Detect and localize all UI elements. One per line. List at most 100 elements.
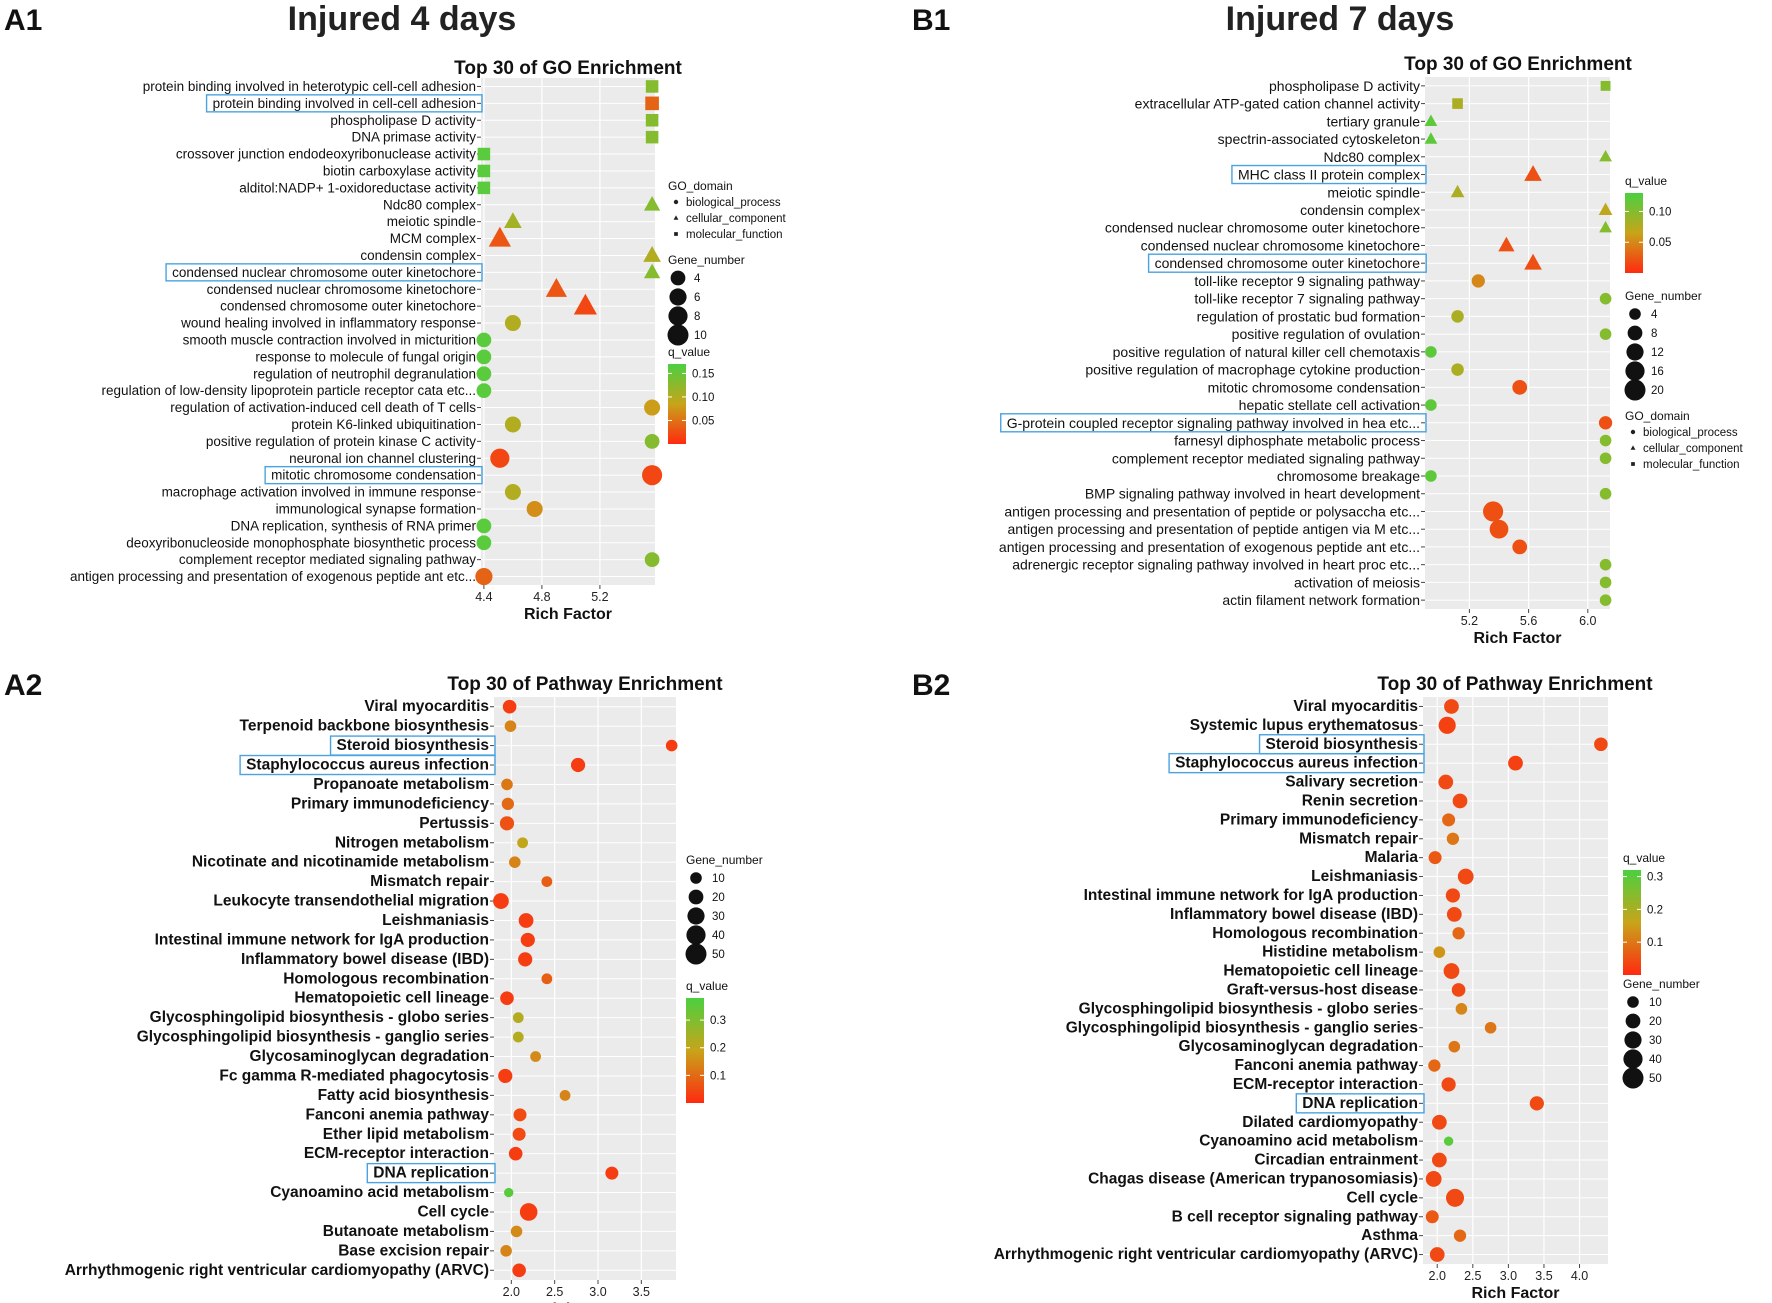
term-label: Base excision repair <box>338 1242 489 1259</box>
data-point-phospholipase-d-activity <box>1600 80 1611 91</box>
data-point-cell-cycle <box>519 1203 538 1221</box>
term-label: regulation of activation-induced cell de… <box>170 400 476 415</box>
term-label: MCM complex <box>390 231 477 246</box>
data-point-cyanoamino-acid-metabolism <box>504 1187 514 1198</box>
term-label: Ndc80 complex <box>383 197 476 212</box>
data-point-intestinal-immune-network-for-iga-production <box>520 932 535 948</box>
term-label: Inflammatory bowel disease (IBD) <box>1170 906 1418 923</box>
legend-biological_process-marker <box>1630 429 1636 435</box>
data-point-positive-regulation-of-natural-killer-cell-chemotaxis <box>1425 346 1437 358</box>
chart-title: Top 30 of Pathway Enrichment <box>447 674 723 695</box>
legend-size-marker <box>1625 1013 1641 1029</box>
chart-a2-pathway-enrichment: Top 30 of Pathway Enrichment 2.0 2.5 3.0 3.5… <box>65 674 763 1303</box>
legend-size-marker <box>1625 361 1645 381</box>
data-point-immunological-synapse-formation <box>526 500 543 517</box>
legend-color-label: 0.2 <box>710 1043 726 1055</box>
term-label: toll-like receptor 9 signaling pathway <box>1194 273 1420 289</box>
term-label: Asthma <box>1361 1227 1418 1244</box>
legend-size-label: 20 <box>1649 1016 1662 1028</box>
legend-title-size: Gene_number <box>686 853 763 867</box>
data-point-toll-like-receptor-7-signaling-pathway <box>1599 292 1612 305</box>
term-label: Dilated cardiomyopathy <box>1242 1114 1418 1131</box>
term-label: Renin secretion <box>1302 792 1418 809</box>
legend-color-label: 0.15 <box>692 368 714 380</box>
data-point-b-cell-receptor-signaling-pathway <box>1425 1210 1439 1224</box>
term-label: Leukocyte transendothelial migration <box>213 893 489 910</box>
term-label: protein K6-linked ubiquitination <box>291 417 476 432</box>
term-label: Graft-versus-host disease <box>1227 981 1419 998</box>
data-point-adrenergic-receptor-signaling-pathway-involved-in-heart-proc <box>1599 558 1612 571</box>
data-point-chromosome-breakage <box>1425 470 1437 482</box>
term-label: Arrhythmogenic right ventricular cardiom… <box>65 1262 489 1279</box>
term-label: ECM-receptor interaction <box>304 1145 489 1162</box>
data-point-condensed-nuclear-chromosome-outer-kinetochore <box>643 263 661 279</box>
term-label: phospholipase D activity <box>330 113 476 128</box>
term-label: ECM-receptor interaction <box>1233 1076 1418 1093</box>
term-label: Staphylococcus aureus infection <box>246 757 489 774</box>
term-label: Glycosphingolipid biosynthesis - ganglio… <box>1066 1019 1418 1036</box>
legend-size-label: 4 <box>1651 309 1658 321</box>
x-tick-label: 2.0 <box>503 1285 520 1299</box>
term-label: Systemic lupus erythematosus <box>1190 717 1418 734</box>
term-label: protein binding involved in cell-cell ad… <box>213 96 476 111</box>
x-tick-label: 2.0 <box>1429 1269 1446 1283</box>
data-point-cell-cycle <box>1446 1188 1465 1207</box>
legend-color-label: 0.3 <box>1647 872 1663 884</box>
data-point-mitotic-chromosome-condensation <box>642 465 663 486</box>
term-label: Salivary secretion <box>1285 774 1418 791</box>
term-label: chromosome breakage <box>1277 468 1420 484</box>
term-label: Cyanoamino acid metabolism <box>1199 1133 1418 1150</box>
data-point-renin-secretion <box>1452 793 1468 809</box>
data-point-deoxyribonucleoside-monophosphate-biosynthetic-process <box>476 535 492 551</box>
term-label: Cell cycle <box>417 1203 489 1220</box>
data-point-alditol-nadp-1-oxidoreductase-activity <box>477 181 491 195</box>
x-tick-label: 3.5 <box>1535 1269 1552 1283</box>
data-point-mcm-complex <box>488 226 511 247</box>
term-label: regulation of neutrophil degranulation <box>253 366 476 381</box>
legend-size-marker <box>1624 379 1646 401</box>
term-label: positive regulation of natural killer ce… <box>1113 344 1420 360</box>
data-point-condensed-chromosome-outer-kinetochore <box>1524 253 1542 270</box>
plot-panel <box>494 697 676 1280</box>
data-point-butanoate-metabolism <box>510 1225 523 1238</box>
legend-title-size: Gene_number <box>668 253 745 267</box>
term-label: Circadian entrainment <box>1254 1152 1418 1169</box>
legend-size-label: 20 <box>712 892 725 904</box>
legend-size-label: 10 <box>712 873 725 885</box>
data-point-fatty-acid-biosynthesis <box>559 1089 571 1101</box>
legend-size-marker <box>1622 1067 1644 1089</box>
data-point-leishmaniasis <box>1457 868 1474 885</box>
data-point-phospholipase-d-activity <box>645 113 659 127</box>
highlight-box <box>1295 1093 1425 1114</box>
data-point-fanconi-anemia-pathway <box>1428 1059 1441 1072</box>
data-point-arrhythmogenic-right-ventricular-cardiomyopathy-arvc <box>1429 1247 1445 1262</box>
data-point-fanconi-anemia-pathway <box>513 1108 527 1122</box>
legend-title-color: q_value <box>668 345 710 359</box>
term-label: Pertussis <box>419 815 489 832</box>
data-point-fc-gamma-r-mediated-phagocytosis <box>498 1068 513 1084</box>
term-label: Fatty acid biosynthesis <box>318 1087 489 1104</box>
legend-title-size: Gene_number <box>1623 977 1700 991</box>
data-point-positive-regulation-of-protein-kinase-c-activity <box>644 433 660 449</box>
data-point-regulation-of-neutrophil-degranulation <box>476 366 492 382</box>
data-point-histidine-metabolism <box>1433 946 1446 958</box>
data-point-meiotic-spindle <box>1450 184 1465 198</box>
term-label: tertiary granule <box>1327 113 1421 129</box>
legend-size-label: 40 <box>712 930 725 942</box>
panel-letter-a1: A1 <box>4 4 42 37</box>
term-label: spectrin-associated cytoskeleton <box>1218 131 1420 147</box>
term-label: DNA replication <box>373 1165 489 1182</box>
legend-size-marker <box>690 872 702 884</box>
x-tick-label: 3.5 <box>633 1285 650 1299</box>
data-point-tertiary-granule <box>1424 114 1438 126</box>
legend-domain-label: biological_process <box>1643 427 1738 439</box>
data-point-ndc80-complex <box>643 196 661 211</box>
data-point-glycosaminoglycan-degradation <box>530 1051 541 1062</box>
x-axis-label: Rich Factor <box>1473 630 1561 647</box>
data-point-positive-regulation-of-ovulation <box>1599 328 1612 340</box>
term-label: biotin carboxylase activity <box>323 163 476 178</box>
term-label: mitotic chromosome condensation <box>271 468 476 483</box>
term-label: meiotic spindle <box>1327 184 1420 200</box>
legend-size-label: 30 <box>712 911 725 923</box>
data-point-meiotic-spindle <box>504 212 522 229</box>
